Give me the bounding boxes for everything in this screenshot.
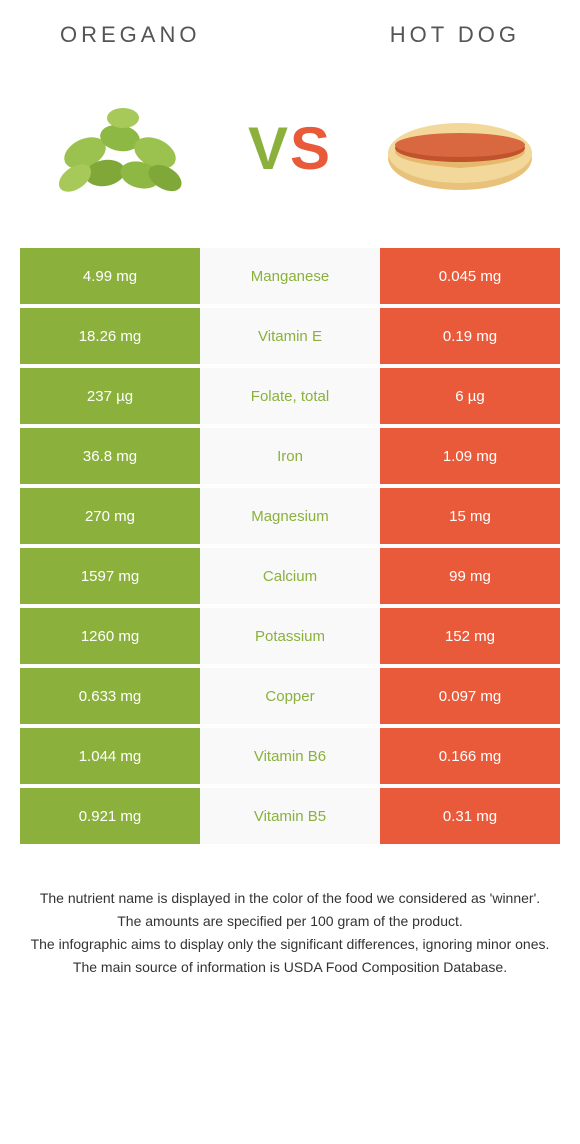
nutrient-table: 4.99 mgManganese0.045 mg18.26 mgVitamin … [0, 248, 580, 844]
footnote-line: The main source of information is USDA F… [30, 957, 550, 978]
title-oregano: OREGANO [60, 22, 200, 48]
images-row: VS [0, 58, 580, 248]
vs-s: S [290, 115, 332, 182]
oregano-value: 1260 mg [20, 608, 200, 664]
footnote-line: The amounts are specified per 100 gram o… [30, 911, 550, 932]
vs-label: VS [248, 114, 332, 183]
hotdog-value: 0.045 mg [380, 248, 560, 304]
nutrient-label: Folate, total [200, 368, 380, 424]
oregano-value: 1.044 mg [20, 728, 200, 784]
hotdog-value: 0.31 mg [380, 788, 560, 844]
oregano-value: 36.8 mg [20, 428, 200, 484]
nutrient-label: Potassium [200, 608, 380, 664]
nutrient-label: Vitamin E [200, 308, 380, 364]
hotdog-value: 6 µg [380, 368, 560, 424]
oregano-value: 270 mg [20, 488, 200, 544]
nutrient-label: Manganese [200, 248, 380, 304]
nutrient-label: Calcium [200, 548, 380, 604]
header: OREGANO HOT DOG [0, 0, 580, 58]
footnote-line: The infographic aims to display only the… [30, 934, 550, 955]
title-hotdog: HOT DOG [390, 22, 520, 48]
hotdog-value: 0.166 mg [380, 728, 560, 784]
footnote-line: The nutrient name is displayed in the co… [30, 888, 550, 909]
table-row: 4.99 mgManganese0.045 mg [20, 248, 560, 304]
oregano-value: 0.921 mg [20, 788, 200, 844]
table-row: 36.8 mgIron1.09 mg [20, 428, 560, 484]
nutrient-label: Vitamin B5 [200, 788, 380, 844]
hotdog-value: 1.09 mg [380, 428, 560, 484]
vs-v: V [248, 115, 290, 182]
hotdog-value: 152 mg [380, 608, 560, 664]
oregano-value: 237 µg [20, 368, 200, 424]
table-row: 1597 mgCalcium99 mg [20, 548, 560, 604]
hotdog-value: 99 mg [380, 548, 560, 604]
table-row: 18.26 mgVitamin E0.19 mg [20, 308, 560, 364]
table-row: 1260 mgPotassium152 mg [20, 608, 560, 664]
table-row: 237 µgFolate, total6 µg [20, 368, 560, 424]
nutrient-label: Copper [200, 668, 380, 724]
table-row: 270 mgMagnesium15 mg [20, 488, 560, 544]
hotdog-image [370, 78, 550, 218]
oregano-value: 4.99 mg [20, 248, 200, 304]
oregano-value: 1597 mg [20, 548, 200, 604]
nutrient-label: Iron [200, 428, 380, 484]
footnotes: The nutrient name is displayed in the co… [0, 848, 580, 978]
table-row: 0.921 mgVitamin B50.31 mg [20, 788, 560, 844]
oregano-value: 18.26 mg [20, 308, 200, 364]
hotdog-value: 0.19 mg [380, 308, 560, 364]
oregano-value: 0.633 mg [20, 668, 200, 724]
nutrient-label: Vitamin B6 [200, 728, 380, 784]
table-row: 1.044 mgVitamin B60.166 mg [20, 728, 560, 784]
hotdog-value: 15 mg [380, 488, 560, 544]
nutrient-label: Magnesium [200, 488, 380, 544]
oregano-image [30, 78, 210, 218]
hotdog-value: 0.097 mg [380, 668, 560, 724]
table-row: 0.633 mgCopper0.097 mg [20, 668, 560, 724]
